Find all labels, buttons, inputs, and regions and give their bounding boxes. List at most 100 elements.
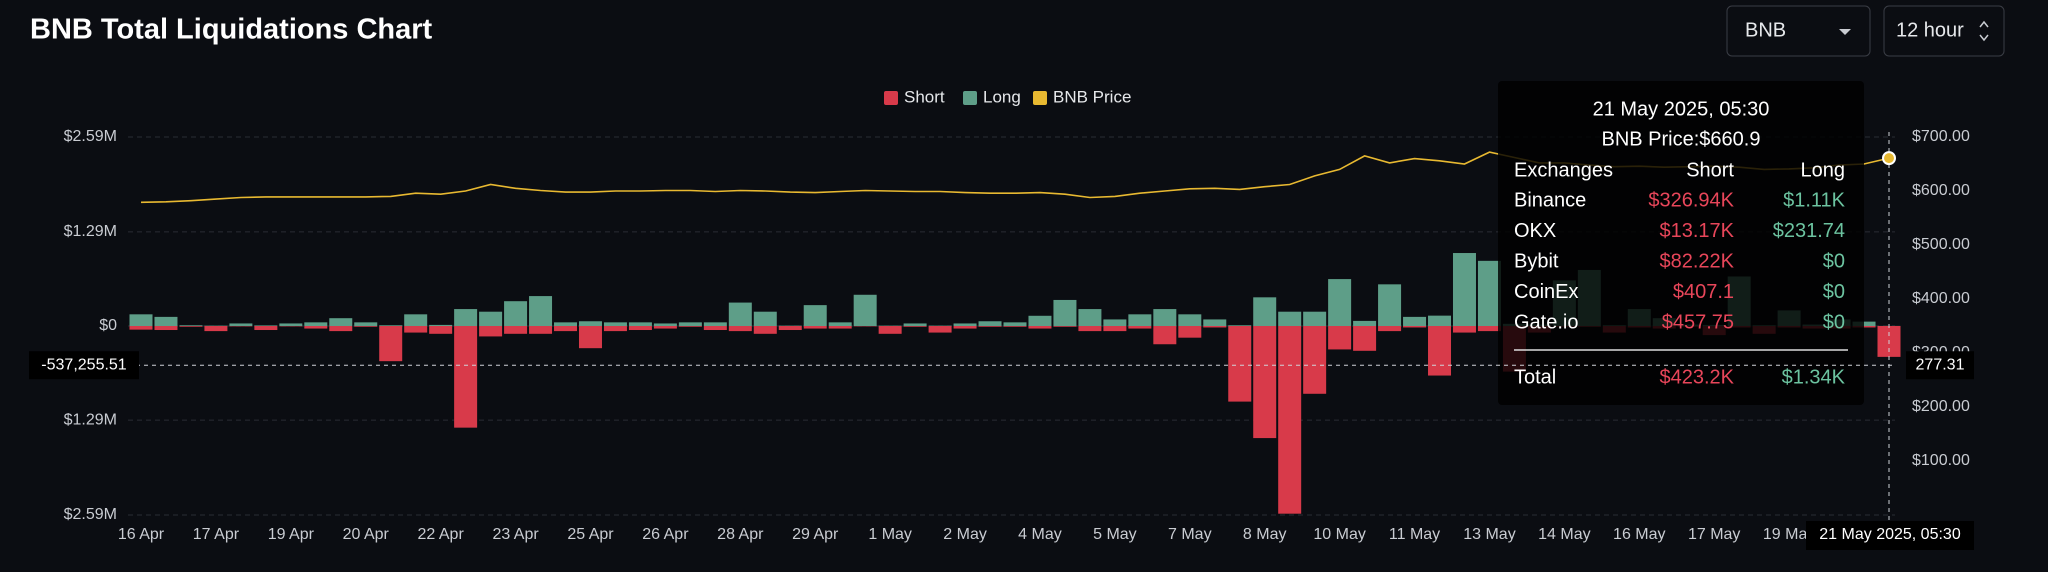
x-tick-label: 14 May — [1538, 526, 1590, 543]
bar — [1003, 326, 1027, 327]
y-tick-label: $1.29M — [64, 411, 117, 428]
bar — [1378, 326, 1402, 332]
bar — [179, 325, 203, 326]
bar — [753, 326, 777, 334]
tooltip-row: OKX — [1514, 220, 1556, 242]
tooltip-title: 21 May 2025, 05:30 — [1593, 98, 1770, 120]
tooltip-row: $82.22K — [1659, 250, 1734, 272]
bar — [1303, 311, 1327, 326]
y-tick-label: $1.29M — [64, 223, 117, 240]
bar — [504, 301, 528, 326]
bar — [1253, 326, 1277, 439]
bar — [578, 326, 602, 349]
bar — [1078, 326, 1102, 332]
bar — [1103, 326, 1127, 332]
tooltip-total: $423.2K — [1659, 366, 1734, 388]
bar — [1228, 325, 1252, 326]
bar — [404, 314, 428, 326]
x-tick-label: 25 Apr — [567, 526, 614, 543]
bar — [154, 326, 178, 331]
y2-tick-label: $600.00 — [1912, 182, 1970, 199]
bar — [1203, 319, 1227, 326]
bar — [803, 326, 827, 329]
bar — [703, 322, 727, 326]
bar — [728, 302, 752, 326]
bar — [1003, 322, 1027, 326]
coin-select[interactable] — [1726, 5, 1871, 57]
bar — [1228, 326, 1252, 402]
tooltip-row: $13.17K — [1659, 220, 1734, 242]
bar — [1353, 326, 1377, 351]
bar — [628, 326, 652, 331]
coin-select-label: BNB — [1745, 19, 1786, 41]
x-tick-label: 1 May — [868, 526, 912, 543]
bar — [1328, 279, 1352, 326]
bar — [429, 326, 453, 334]
x-tick-label: 29 Apr — [792, 526, 839, 543]
tooltip-row: $0 — [1823, 250, 1845, 272]
bar — [578, 321, 602, 326]
x-tick-label: 17 May — [1688, 526, 1740, 543]
bar — [304, 326, 328, 329]
interval-select[interactable] — [1883, 5, 2005, 57]
tooltip-total: $1.34K — [1782, 366, 1846, 388]
tooltip-price: BNB Price:$660.9 — [1602, 128, 1761, 150]
bar — [703, 326, 727, 331]
x-tick-label: 22 Apr — [418, 526, 465, 543]
x-tick-label: 28 Apr — [717, 526, 764, 543]
bar — [554, 322, 578, 326]
bar — [129, 326, 153, 330]
tooltip-box — [1498, 81, 1864, 405]
tooltip-row: $0 — [1823, 311, 1845, 333]
y2-tick-label: $100.00 — [1912, 452, 1970, 469]
y2-tick-label: $700.00 — [1912, 128, 1970, 145]
x-tick-label: 16 Apr — [118, 526, 165, 543]
bar — [254, 326, 278, 331]
x-tick-label: 4 May — [1018, 526, 1062, 543]
bar — [1178, 314, 1202, 326]
bar — [1852, 326, 1876, 328]
bar — [1153, 309, 1177, 326]
legend-swatch — [963, 91, 977, 105]
bar — [928, 326, 952, 333]
bar — [379, 326, 403, 362]
bar — [1153, 326, 1177, 345]
tooltip-header: Long — [1801, 159, 1846, 181]
bar — [129, 314, 153, 326]
bar — [554, 326, 578, 332]
bar — [1428, 315, 1452, 326]
bar — [1278, 326, 1302, 514]
tooltip-row: CoinEx — [1514, 281, 1578, 303]
crosshair-y2-label: 277.31 — [1916, 356, 1965, 373]
bar — [853, 294, 877, 326]
bar — [429, 324, 453, 326]
x-tick-label: 11 May — [1389, 526, 1440, 543]
legend-label: Long — [983, 87, 1021, 106]
bar — [279, 323, 303, 326]
bar — [603, 326, 627, 332]
bar — [1028, 315, 1052, 326]
tooltip-total: Total — [1514, 366, 1556, 388]
bar — [1128, 326, 1152, 329]
y2-tick-label: $400.00 — [1912, 290, 1970, 307]
bar — [329, 326, 353, 332]
tooltip-header: Short — [1686, 159, 1734, 181]
bar — [903, 326, 927, 327]
y2-tick-label: $200.00 — [1912, 398, 1970, 415]
x-tick-label: 16 May — [1613, 526, 1665, 543]
bar — [1852, 321, 1876, 326]
bar — [1028, 326, 1052, 329]
bar — [354, 322, 378, 326]
bar — [1203, 326, 1227, 328]
crosshair-y-box — [29, 351, 139, 380]
tooltip-row: $231.74 — [1773, 220, 1845, 242]
bar — [603, 322, 627, 326]
bar — [753, 311, 777, 326]
bar — [1053, 299, 1077, 326]
bar — [978, 321, 1002, 326]
bar — [1428, 326, 1452, 376]
bar — [1378, 284, 1402, 326]
bar — [1452, 253, 1476, 326]
